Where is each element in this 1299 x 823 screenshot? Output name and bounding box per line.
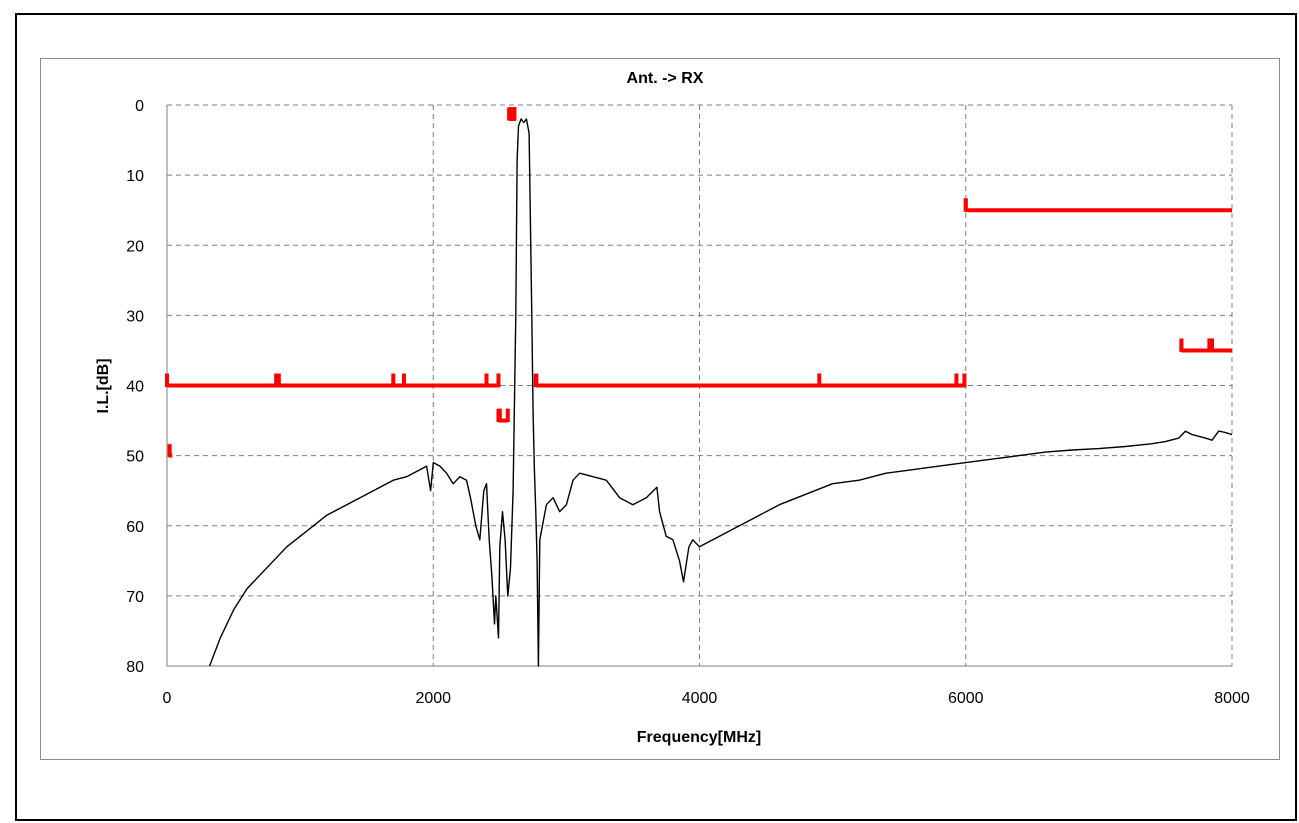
y-tick-label: 20 (126, 238, 144, 255)
measured-layer (208, 118, 1233, 667)
y-tick-label: 10 (126, 168, 144, 185)
y-tick-label: 70 (126, 589, 144, 606)
y-tick-label: 0 (135, 98, 144, 115)
x-tick-label: 6000 (948, 690, 984, 707)
y-tick-label: 40 (126, 379, 144, 396)
measured-line (208, 118, 1233, 667)
y-tick-label: 60 (126, 519, 144, 536)
x-tick-label: 8000 (1214, 690, 1250, 707)
x-tick-label: 0 (163, 690, 172, 707)
x-axis-title: Frequency[MHz] (637, 729, 761, 746)
y-tick-label: 50 (126, 449, 144, 466)
chart-title: Ant. -> RX (627, 70, 704, 87)
outer-frame (15, 13, 1297, 821)
y-tick-label: 80 (126, 659, 144, 676)
y-tick-label: 30 (126, 308, 144, 325)
chart-area (40, 58, 1280, 760)
x-tick-label: 4000 (682, 690, 718, 707)
axes-layer: 0 10 20 30 40 50 60 70 80 0 2000 4000 6000 8000 (126, 98, 1250, 707)
x-tick-label: 2000 (415, 690, 451, 707)
spec-limit-layer (165, 107, 1232, 458)
y-axis-title: I.L.[dB] (95, 358, 112, 413)
